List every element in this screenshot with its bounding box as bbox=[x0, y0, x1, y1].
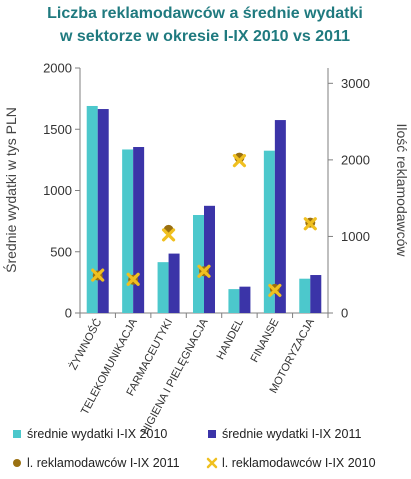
marker-advertisers-2010 bbox=[126, 272, 140, 286]
bar-2011 bbox=[239, 286, 251, 313]
plot-area: 05001000150020000100020003000ŻYWNOŚĆTELE… bbox=[43, 61, 370, 437]
legend-label: średnie wydatki I-IX 2010 bbox=[27, 427, 167, 441]
bar-2010 bbox=[228, 289, 240, 313]
bar-2010 bbox=[122, 149, 134, 313]
y-right-tick-label: 1000 bbox=[341, 229, 370, 244]
bar-2010 bbox=[299, 278, 311, 313]
y-right-tick-label: 0 bbox=[341, 306, 348, 321]
bar-2011 bbox=[133, 147, 145, 313]
y-left-tick-label: 1000 bbox=[43, 183, 72, 198]
x-tick-label: HANDEL bbox=[215, 317, 247, 362]
legend-swatch bbox=[206, 457, 218, 469]
marker-advertisers-2010 bbox=[197, 264, 211, 278]
legend-item: l. reklamodawców I-IX 2011 bbox=[13, 456, 180, 470]
x-tick-label: HIGIENA I PIELĘGNACJA bbox=[139, 316, 211, 437]
bar-2011 bbox=[204, 205, 215, 313]
legend-swatch bbox=[13, 459, 21, 467]
legend-label: l. reklamodawców I-IX 2011 bbox=[27, 456, 180, 470]
bar-2010 bbox=[86, 105, 98, 313]
legend-swatch bbox=[13, 430, 21, 438]
bar-2011 bbox=[274, 120, 286, 313]
bar-2010 bbox=[193, 215, 204, 313]
legend-item: średnie wydatki I-IX 2011 bbox=[208, 427, 361, 441]
legend-swatch bbox=[208, 430, 216, 438]
y-left-tick-label: 2000 bbox=[43, 61, 72, 76]
marker-advertisers-2010 bbox=[161, 228, 176, 242]
bar-2010 bbox=[263, 150, 275, 313]
y-right-tick-label: 2000 bbox=[341, 152, 370, 167]
y-axis-left-label: Średnie wydatki w tys PLN bbox=[2, 107, 19, 273]
bar-2010 bbox=[157, 262, 169, 313]
legend: średnie wydatki I-IX 2010 średnie wydatki… bbox=[13, 427, 376, 470]
legend-label: średnie wydatki I-IX 2011 bbox=[222, 427, 361, 441]
y-left-tick-label: 500 bbox=[50, 244, 72, 259]
y-left-tick-label: 0 bbox=[65, 306, 72, 321]
marker-advertisers-2010 bbox=[91, 268, 105, 282]
marker-advertisers-2010 bbox=[232, 154, 247, 168]
chart-title-line-1: Liczba reklamodawców a średnie wydatki bbox=[47, 5, 363, 22]
legend-item: l. reklamodawców I-IX 2010 bbox=[206, 456, 376, 470]
chart-title-line-2: w sektorze w okresie I-IX 2010 vs 2011 bbox=[59, 28, 350, 45]
legend-item: średnie wydatki I-IX 2010 bbox=[13, 427, 167, 441]
bar-2011 bbox=[310, 275, 322, 313]
x-tick-label: FINANSE bbox=[249, 317, 282, 365]
bar-2011 bbox=[168, 253, 180, 313]
bar-2011 bbox=[97, 109, 109, 313]
marker-advertisers-2010 bbox=[303, 217, 317, 231]
y-right-tick-label: 3000 bbox=[341, 76, 370, 91]
y-axis-right-label: Ilość reklamodawców bbox=[394, 123, 410, 257]
x-tick-label: ŻYWNOŚĆ bbox=[66, 316, 104, 372]
y-left-tick-label: 1500 bbox=[43, 122, 72, 137]
marker-advertisers-2010 bbox=[268, 283, 282, 298]
legend-label: l. reklamodawców I-IX 2010 bbox=[222, 456, 376, 470]
